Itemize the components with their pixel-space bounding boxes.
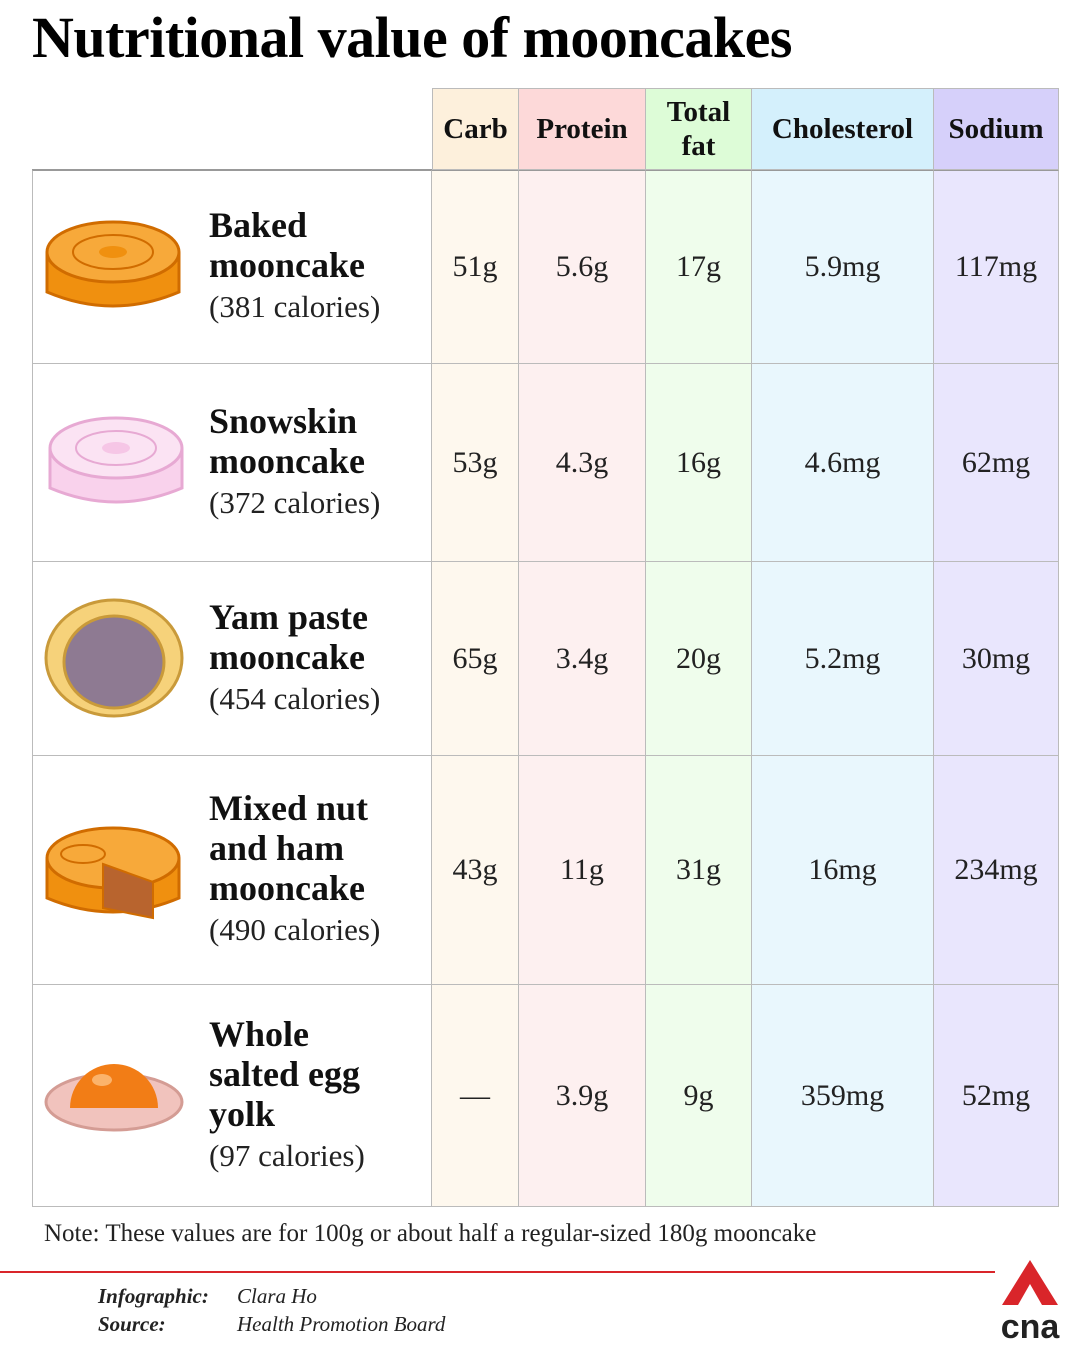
column-header: Total fat xyxy=(646,88,752,170)
name-line: and ham xyxy=(209,828,345,868)
value-cell: 65g xyxy=(432,562,519,756)
value-cell: 5.6g xyxy=(519,170,646,364)
name-line: Snowskin xyxy=(209,400,358,441)
value-cell: 3.9g xyxy=(519,985,646,1207)
calories: (454 calories) xyxy=(209,680,381,716)
value-cell: 3.4g xyxy=(519,562,646,756)
value-cell: — xyxy=(432,985,519,1207)
name-line: Whole xyxy=(209,1013,310,1054)
value-cell: 9g xyxy=(646,985,752,1207)
credit-label: Source: xyxy=(98,1312,166,1336)
name-line: Yam paste xyxy=(209,596,368,637)
column-header: Sodium xyxy=(934,88,1059,170)
value-cell: 16mg xyxy=(752,756,934,985)
name-line: mooncake xyxy=(209,868,365,908)
name-line: salted egg xyxy=(209,1053,360,1094)
name-line: Mixed nut xyxy=(209,788,369,828)
name-line: mooncake xyxy=(209,245,365,285)
logo-text: cna xyxy=(1001,1308,1061,1346)
row-name: Snowskin mooncake (372 calories) xyxy=(209,364,380,561)
column-header: Protein xyxy=(519,88,646,170)
name-line: yolk xyxy=(209,1093,276,1134)
calories: (97 calories) xyxy=(209,1137,365,1173)
name-line: mooncake xyxy=(209,440,365,481)
row-name: Yam paste mooncake (454 calories) xyxy=(209,562,380,755)
value-cell: 5.9mg xyxy=(752,170,934,364)
row-name: Baked mooncake (381 calories) xyxy=(209,171,380,363)
value-cell: 43g xyxy=(432,756,519,985)
value-cell: 20g xyxy=(646,562,752,756)
row-name-cell: Mixed nut and ham mooncake (490 calories) xyxy=(32,756,432,985)
value-cell: 16g xyxy=(646,364,752,562)
name-line: Baked xyxy=(209,205,308,245)
value-cell: 53g xyxy=(432,364,519,562)
logo-mark xyxy=(1002,1260,1058,1305)
value-cell: 359mg xyxy=(752,985,934,1207)
row-name-cell: Whole salted egg yolk (97 calories) xyxy=(32,985,432,1207)
value-cell: 4.3g xyxy=(519,364,646,562)
credit-label: Infographic: xyxy=(98,1284,209,1308)
value-cell: 62mg xyxy=(934,364,1059,562)
row-name-cell: Yam paste mooncake (454 calories) xyxy=(32,562,432,756)
calories: (381 calories) xyxy=(209,289,381,324)
row-name-cell: Baked mooncake (381 calories) xyxy=(32,170,432,364)
calories: (372 calories) xyxy=(209,484,381,520)
value-cell: 17g xyxy=(646,170,752,364)
credit-value: Clara Ho xyxy=(237,1284,317,1308)
credit-value: Health Promotion Board xyxy=(237,1312,446,1336)
value-cell: 117mg xyxy=(934,170,1059,364)
value-cell: 234mg xyxy=(934,756,1059,985)
column-header: Carb xyxy=(432,88,519,170)
value-cell: 4.6mg xyxy=(752,364,934,562)
calories: (490 calories) xyxy=(209,912,381,947)
value-cell: 30mg xyxy=(934,562,1059,756)
value-cell: 11g xyxy=(519,756,646,985)
row-name: Whole salted egg yolk (97 calories) xyxy=(209,985,365,1206)
row-name: Mixed nut and ham mooncake (490 calories) xyxy=(209,756,380,984)
name-line: mooncake xyxy=(209,636,365,677)
value-cell: 5.2mg xyxy=(752,562,934,756)
note: Note: These values are for 100g or about… xyxy=(44,1220,817,1247)
value-cell: 51g xyxy=(432,170,519,364)
row-name-cell: Snowskin mooncake (372 calories) xyxy=(32,364,432,562)
title: Nutritional value of mooncakes xyxy=(32,5,792,70)
value-cell: 52mg xyxy=(934,985,1059,1207)
column-header: Cholesterol xyxy=(752,88,934,170)
value-cell: 31g xyxy=(646,756,752,985)
